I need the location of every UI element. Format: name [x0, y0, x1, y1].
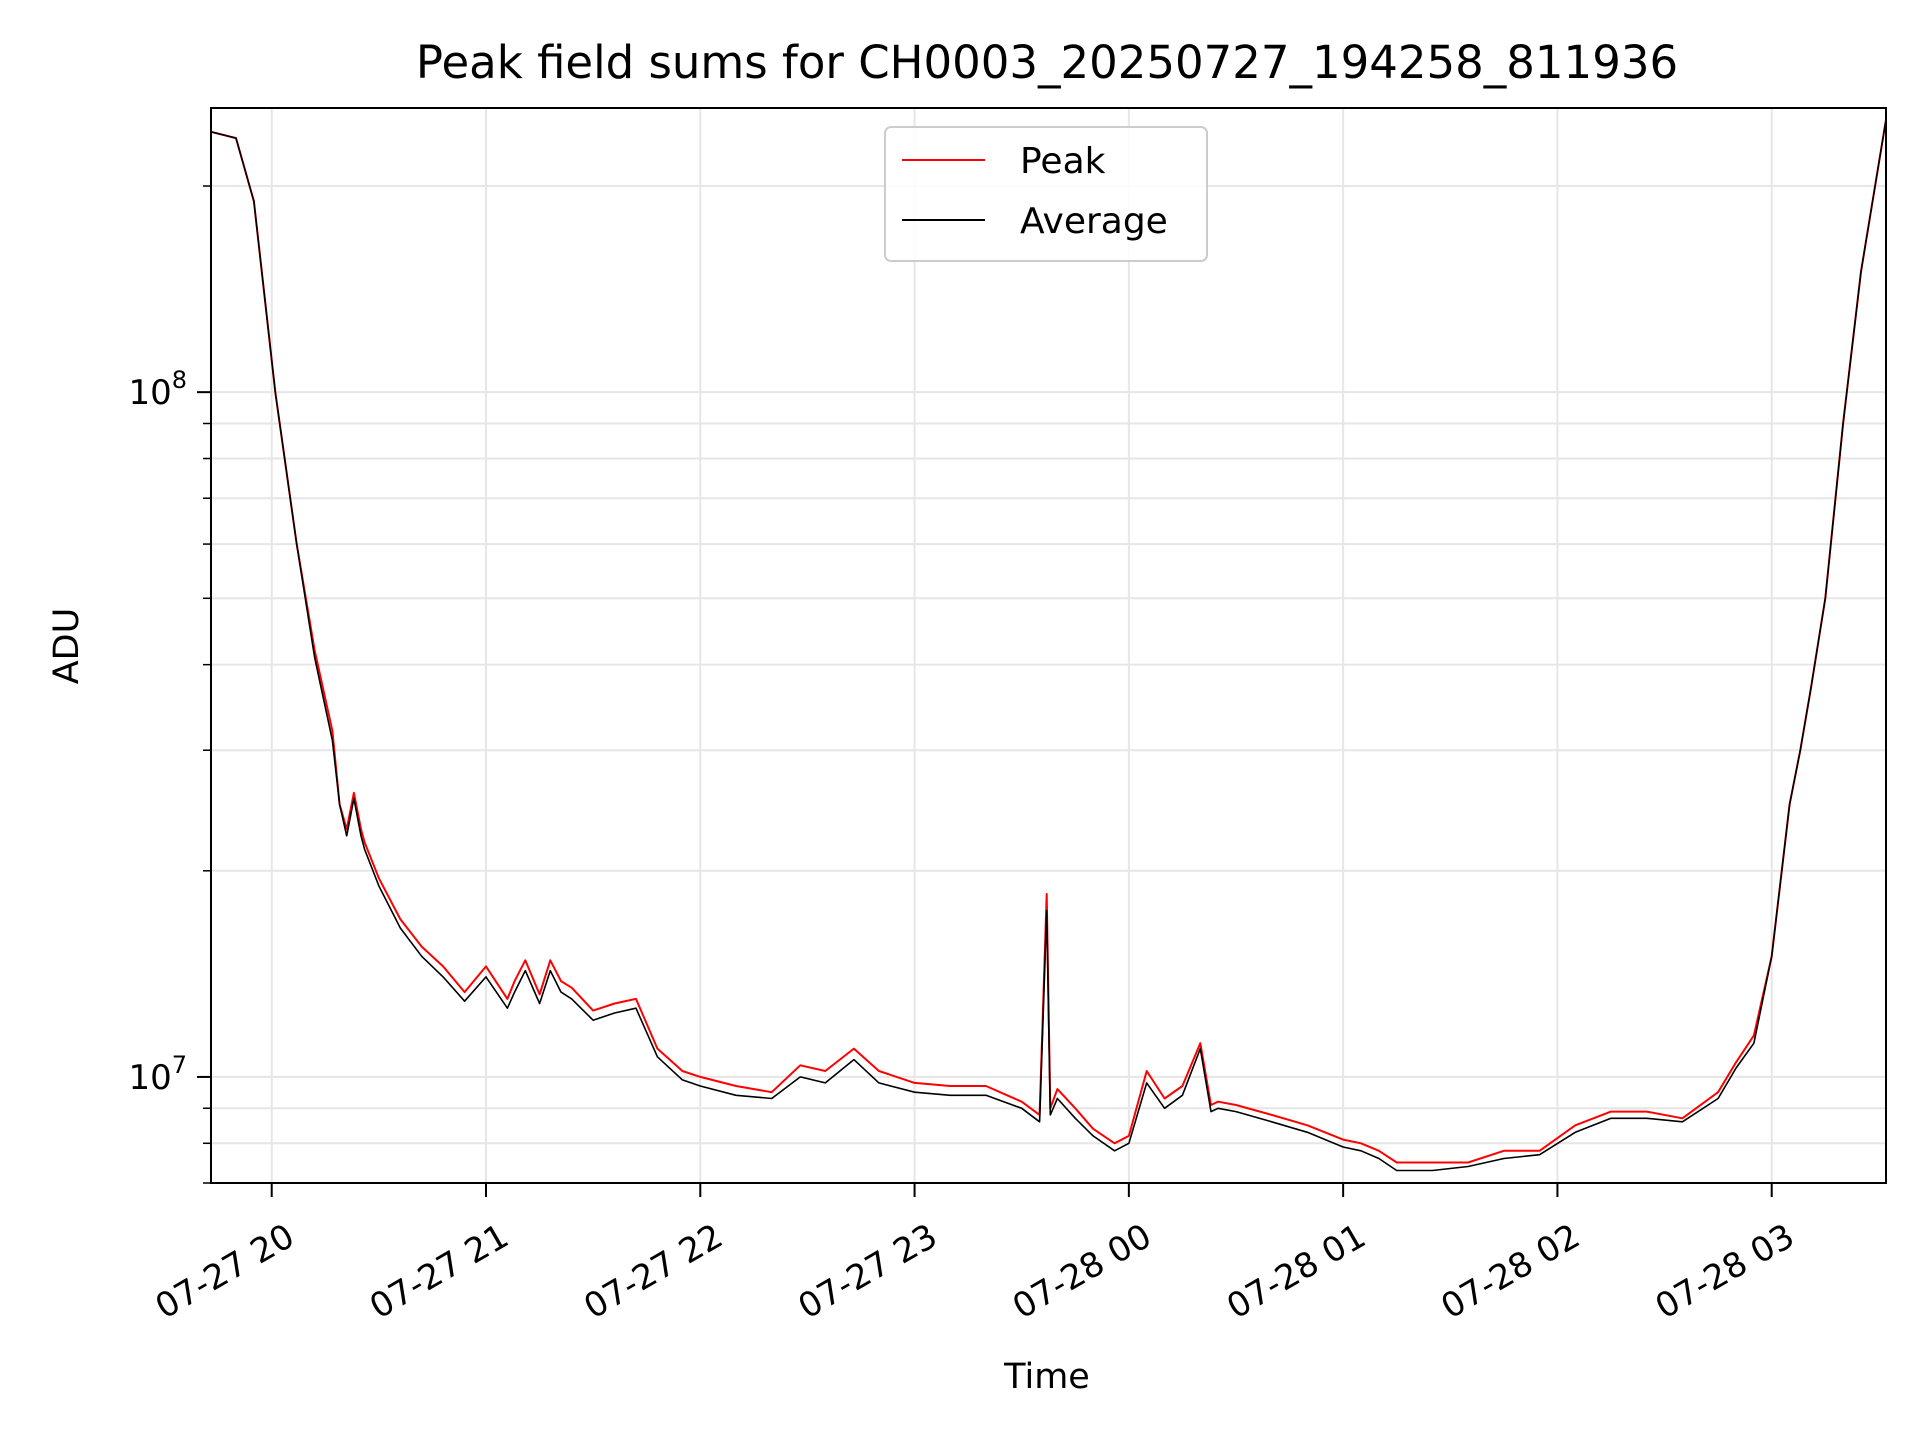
plot-frame — [210, 107, 1887, 1184]
legend-label-average: Average — [1020, 201, 1168, 242]
series-line-average — [210, 119, 1887, 1172]
series-layer — [210, 119, 1887, 1172]
y-tick-exponent: 8 — [172, 366, 187, 394]
y-axis-label: ADU — [47, 608, 87, 685]
legend-label-peak: Peak — [1020, 141, 1106, 182]
y-tick-base: 10 — [128, 373, 171, 413]
y-tick-label: 107 — [128, 1051, 187, 1098]
chart-title: Peak field sums for CH0003_20250727_1942… — [416, 36, 1678, 89]
y-tick-label: 108 — [128, 366, 187, 413]
y-tick-base: 10 — [128, 1058, 171, 1098]
series-line-peak — [210, 119, 1887, 1164]
x-axis-label: Time — [1003, 1357, 1090, 1397]
y-tick-exponent: 7 — [172, 1051, 187, 1079]
legend: Peak Average — [884, 126, 1208, 262]
